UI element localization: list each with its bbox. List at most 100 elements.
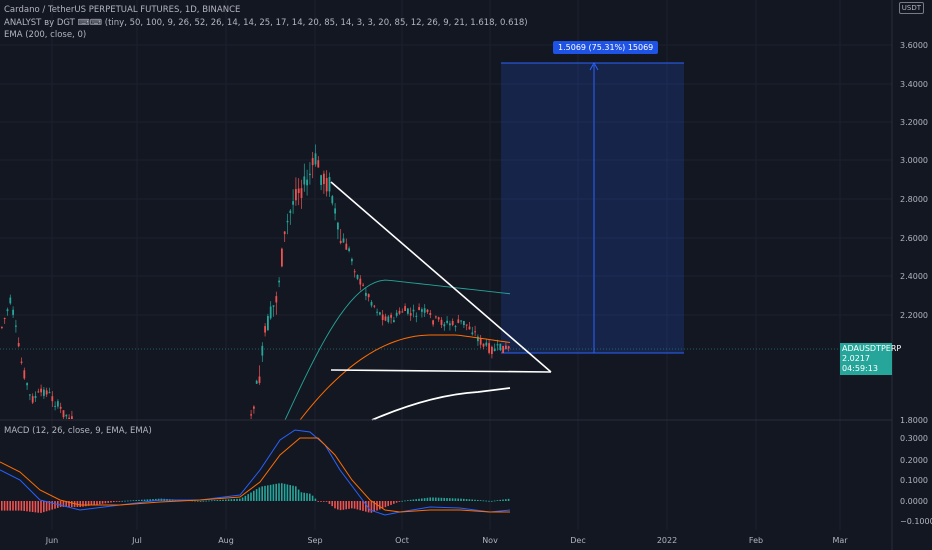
candle — [373, 304, 376, 309]
macd-bar — [93, 501, 95, 505]
macd-bar — [202, 500, 205, 502]
macd-bar — [250, 492, 252, 501]
candle — [474, 325, 476, 337]
macd-bar — [303, 492, 305, 501]
macd-bar — [460, 498, 462, 501]
macd-bar — [351, 501, 353, 509]
macd-axis-label: 0.2000 — [900, 456, 928, 465]
price-candles — [1, 144, 510, 419]
candle — [311, 151, 314, 179]
macd-bar — [62, 501, 65, 507]
candle — [345, 238, 348, 250]
candle — [384, 313, 387, 322]
macd-bar — [115, 501, 118, 502]
macd-bar — [236, 498, 238, 501]
macd-bar — [323, 501, 325, 502]
analyst-indicator-label[interactable]: ANALYST вy DGT ⌨⌨ (tiny, 50, 100, 9, 26,… — [4, 17, 528, 28]
time-axis[interactable]: Jun Jul Aug Sep Oct Nov Dec 2022 Feb Mar — [45, 536, 849, 545]
candle — [281, 247, 283, 268]
candle — [426, 309, 429, 315]
macd-bar — [208, 500, 210, 502]
macd-bar — [213, 500, 216, 501]
candle — [283, 231, 286, 243]
macd-bar — [379, 501, 381, 510]
candle — [261, 342, 264, 363]
ema-indicator-label[interactable]: EMA (200, close, 0) — [4, 30, 87, 40]
candle — [432, 319, 434, 327]
macd-indicator-label[interactable]: MACD (12, 26, close, 9, EMA, EMA) — [4, 426, 152, 436]
candle — [328, 172, 331, 197]
time-axis-label: Feb — [749, 536, 763, 545]
macd-bar — [337, 501, 339, 510]
candle — [370, 299, 373, 308]
macd-bar — [110, 501, 112, 503]
macd-bar — [230, 499, 233, 501]
macd-bar — [255, 489, 258, 501]
macd-bar — [474, 499, 476, 501]
candle — [54, 401, 56, 411]
macd-bar — [199, 500, 202, 502]
macd-bar — [261, 486, 263, 501]
candle — [1, 326, 3, 330]
candle — [423, 304, 426, 317]
macd-bar — [325, 501, 328, 502]
macd-axis[interactable]: 0.3000 0.2000 0.1000 0.0000 −0.1000 — [900, 434, 932, 526]
candle — [493, 343, 496, 352]
candle — [295, 177, 297, 206]
macd-bar — [71, 501, 73, 507]
candle — [415, 312, 418, 323]
currency-badge[interactable]: USDT — [898, 2, 924, 14]
macd-bar — [314, 498, 317, 501]
candle — [398, 307, 401, 315]
candle — [353, 268, 356, 278]
candle — [29, 394, 31, 401]
macd-bar — [283, 483, 286, 501]
candle — [348, 246, 350, 253]
candle — [320, 174, 322, 191]
macd-bar — [272, 484, 275, 501]
macd-bar — [269, 484, 272, 501]
macd-bar — [225, 499, 227, 501]
candle — [463, 320, 465, 329]
candle — [339, 228, 342, 245]
candle — [37, 388, 40, 393]
candle — [267, 313, 269, 331]
macd-bar — [12, 501, 14, 511]
macd-bar — [367, 501, 370, 513]
macd-bar — [432, 497, 434, 501]
macd-bar — [339, 501, 342, 511]
candle — [429, 309, 432, 319]
macd-axis-label: 0.3000 — [900, 434, 928, 443]
macd-bar — [43, 501, 45, 513]
candle — [342, 233, 345, 243]
macd-bar — [278, 483, 280, 501]
candle — [412, 304, 415, 318]
candle — [351, 257, 353, 266]
candle — [437, 316, 440, 322]
macd-bar — [152, 499, 154, 501]
price-axis-label: 1.8000 — [900, 416, 928, 425]
gridlines — [0, 0, 892, 530]
macd-bar — [491, 500, 493, 502]
candle — [297, 178, 300, 206]
triangle-pattern[interactable] — [330, 181, 552, 421]
macd-bar — [99, 501, 101, 505]
macd-bar — [507, 498, 510, 501]
macd-bar — [275, 483, 277, 501]
price-axis-label: 3.2000 — [900, 118, 928, 127]
macd-bar — [496, 500, 499, 502]
macd-bar — [23, 501, 25, 512]
macd-bar — [454, 498, 457, 501]
macd-bar — [451, 498, 454, 501]
macd-bar — [107, 501, 109, 503]
candle — [275, 291, 278, 315]
candle — [253, 405, 255, 414]
macd-bar — [194, 500, 196, 502]
macd-bar — [440, 497, 443, 501]
candle — [15, 319, 17, 333]
price-axis-label: 2.2000 — [900, 311, 928, 320]
macd-bar — [479, 500, 482, 501]
macd-bar — [485, 500, 487, 502]
price-axis[interactable]: 3.6000 3.4000 3.2000 3.0000 2.8000 2.6000 2.40… — [900, 41, 928, 425]
